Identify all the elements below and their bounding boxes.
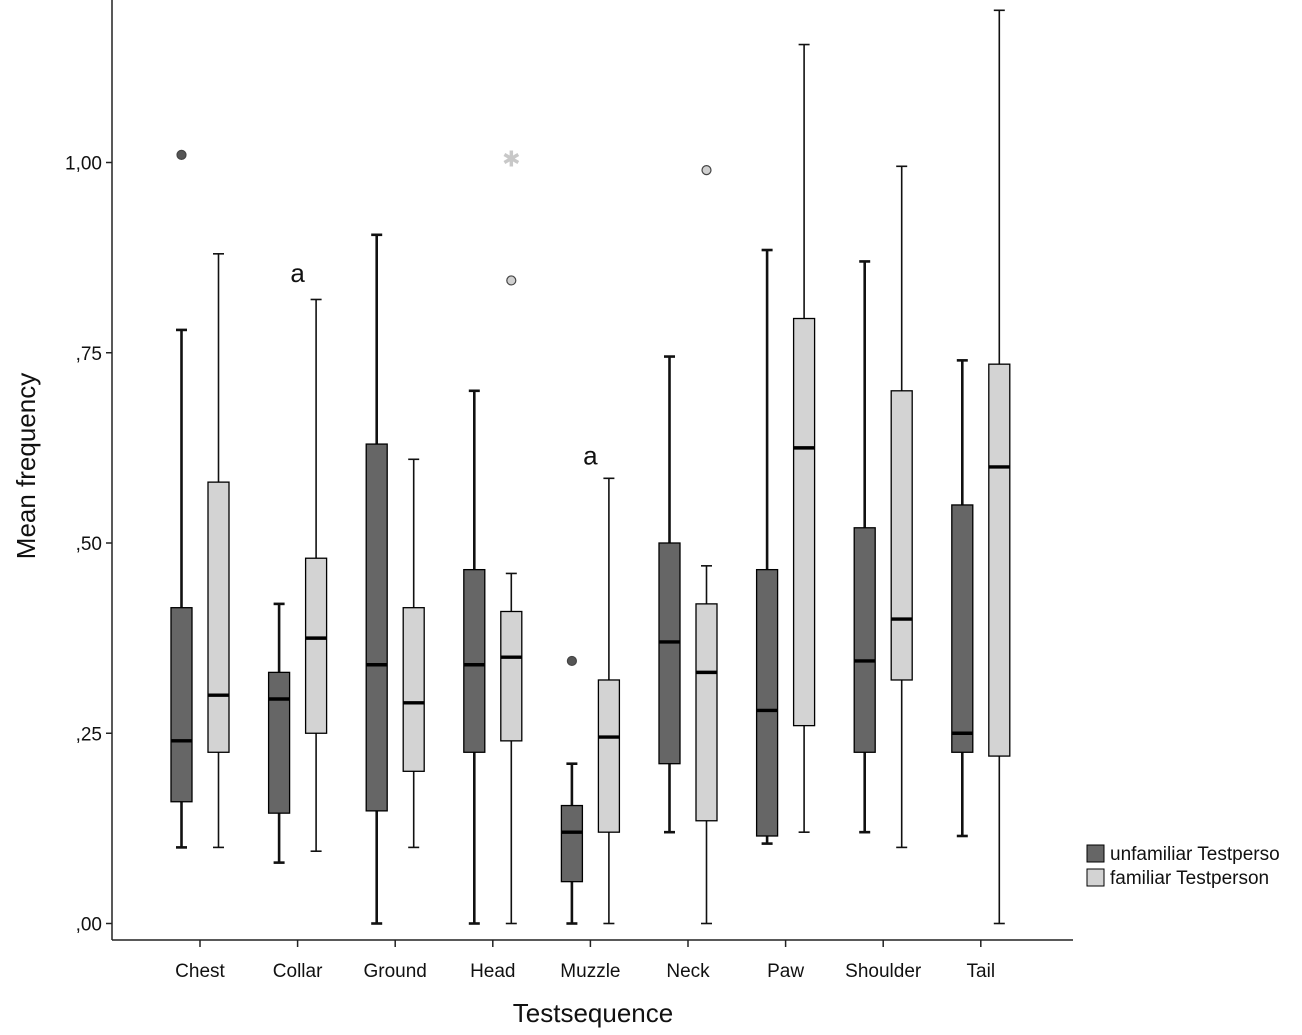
box-unfamiliar-collar xyxy=(267,602,291,864)
box-iqr xyxy=(658,542,681,765)
outlier-point xyxy=(506,275,517,286)
box-iqr xyxy=(597,679,621,833)
box-iqr xyxy=(853,527,876,753)
box-iqr xyxy=(463,568,486,753)
box-familiar-neck xyxy=(695,165,718,925)
box-unfamiliar-tail xyxy=(951,359,974,838)
axes: ,00 ,25 ,50 ,75 1,00 Chest Collar Ground Head Muz… xyxy=(65,0,1073,982)
box-familiar-collar xyxy=(304,298,328,853)
box-iqr xyxy=(890,390,913,681)
box-unfamiliar-ground xyxy=(365,233,388,925)
box-unfamiliar-head xyxy=(463,389,486,925)
box-iqr xyxy=(365,443,388,812)
box-series: ✱ xyxy=(170,9,1011,925)
legend-swatch xyxy=(1086,844,1105,863)
y-tick-label: ,00 xyxy=(76,915,102,936)
box-unfamiliar-shoulder xyxy=(853,260,876,834)
y-tick-label: ,25 xyxy=(76,724,102,745)
box-iqr xyxy=(170,607,193,803)
significance-annotation: a xyxy=(290,258,305,288)
legend: unfamiliar Testperso familiar Testperson xyxy=(1086,844,1280,889)
box-familiar-ground xyxy=(402,458,425,849)
box-iqr xyxy=(792,317,816,727)
x-tick-label: Chest xyxy=(175,961,225,982)
x-tick-label: Shoulder xyxy=(845,961,922,982)
box-iqr xyxy=(988,363,1011,757)
box-unfamiliar-paw xyxy=(755,248,779,845)
y-axis-title: Mean frequency xyxy=(11,373,41,559)
legend-label: familiar Testperson xyxy=(1110,868,1269,889)
box-familiar-shoulder xyxy=(890,165,913,849)
box-iqr xyxy=(560,804,584,883)
outlier-point xyxy=(566,655,578,667)
box-iqr xyxy=(755,568,779,837)
box-familiar-head: ✱ xyxy=(500,148,523,925)
box-familiar-chest xyxy=(207,253,230,849)
annotations: aa xyxy=(290,258,598,471)
box-iqr xyxy=(402,607,425,772)
y-tick-label: ,75 xyxy=(76,344,102,365)
box-familiar-paw xyxy=(792,43,816,833)
significance-annotation: a xyxy=(583,440,598,470)
box-unfamiliar-chest xyxy=(170,149,193,849)
outlier-point xyxy=(701,165,712,176)
box-unfamiliar-neck xyxy=(658,355,681,834)
outlier-extreme: ✱ xyxy=(502,148,520,173)
x-tick-label: Tail xyxy=(967,961,996,982)
box-iqr xyxy=(304,557,328,734)
x-tick-label: Paw xyxy=(767,961,804,982)
box-iqr xyxy=(500,610,523,742)
box-familiar-muzzle xyxy=(597,477,621,925)
legend-swatch xyxy=(1086,868,1105,887)
y-tick-label: ,50 xyxy=(76,534,102,555)
outlier-point xyxy=(176,149,187,160)
x-tick-label: Neck xyxy=(666,961,710,982)
x-tick-label: Collar xyxy=(273,961,323,982)
box-iqr xyxy=(207,481,230,753)
x-axis-title: Testsequence xyxy=(513,998,673,1028)
box-iqr xyxy=(951,504,974,753)
x-tick-label: Ground xyxy=(364,961,427,982)
box-familiar-tail xyxy=(988,9,1011,925)
legend-label: unfamiliar Testperso xyxy=(1110,844,1280,865)
x-tick-label: Head xyxy=(470,961,515,982)
box-unfamiliar-muzzle xyxy=(560,655,584,925)
x-tick-label: Muzzle xyxy=(560,961,620,982)
y-tick-label: 1,00 xyxy=(65,154,102,175)
box-iqr xyxy=(267,671,291,814)
box-iqr xyxy=(695,603,718,822)
